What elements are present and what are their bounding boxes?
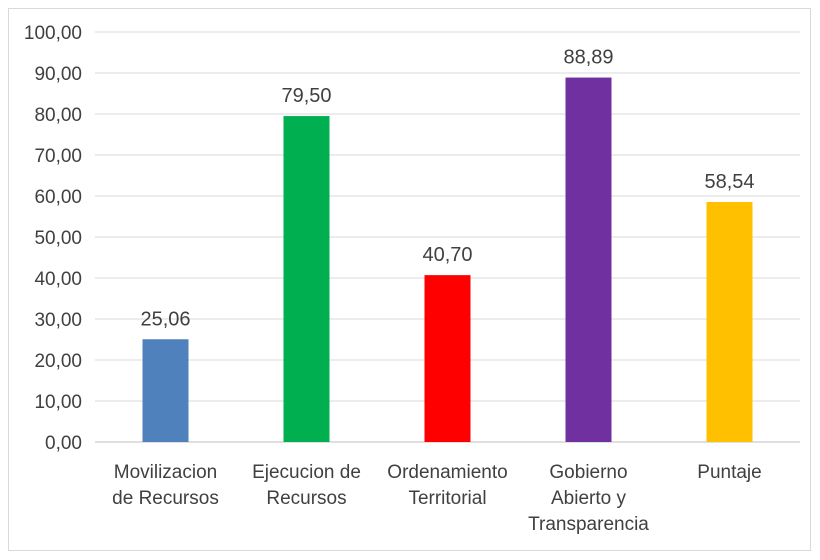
- x-tick-label: Ejecucion de Recursos: [252, 462, 361, 509]
- bar: [283, 116, 330, 443]
- bar: [565, 77, 612, 443]
- data-label: 25,06: [140, 308, 190, 330]
- y-tick-label: 100,00: [24, 23, 82, 44]
- bar: [706, 201, 753, 442]
- data-label: 79,50: [281, 85, 331, 107]
- y-tick-label: 20,00: [34, 351, 82, 372]
- y-tick-label: 0,00: [45, 433, 82, 454]
- y-tick-label: 10,00: [34, 392, 82, 413]
- x-tick-label: Ordenamiento Territorial: [387, 462, 507, 509]
- y-tick-label: 50,00: [34, 228, 82, 249]
- x-tick-label: Puntaje: [697, 462, 761, 483]
- data-label: 88,89: [563, 47, 613, 69]
- bar: [142, 339, 189, 442]
- y-tick-label: 40,00: [34, 269, 82, 290]
- data-label: 40,70: [422, 244, 472, 266]
- y-tick-label: 30,00: [34, 310, 82, 331]
- y-tick-label: 90,00: [34, 64, 82, 85]
- y-tick-label: 80,00: [34, 105, 82, 126]
- data-label: 58,54: [704, 171, 754, 193]
- chart-area: [8, 8, 811, 551]
- x-tick-label: Gobierno Abierto y Transparencia: [528, 462, 649, 535]
- x-tick-label: Movilizacion de Recursos: [112, 462, 219, 509]
- y-tick-label: 60,00: [34, 187, 82, 208]
- bar: [424, 275, 471, 442]
- y-tick-label: 70,00: [34, 146, 82, 167]
